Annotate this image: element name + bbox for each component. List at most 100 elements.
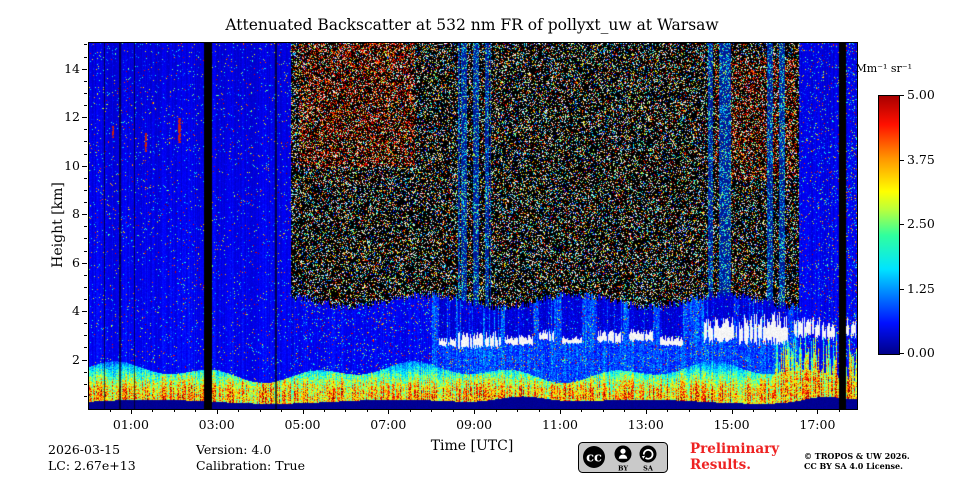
x-minor-tick (753, 409, 754, 412)
x-tick-label: 13:00 (627, 417, 664, 432)
y-minor-tick (84, 153, 87, 155)
y-minor-tick (84, 238, 87, 240)
y-tick-label: 6 (72, 254, 80, 270)
y-minor-tick (84, 335, 87, 337)
x-tick (560, 409, 561, 414)
x-tick (388, 409, 390, 414)
y-minor-tick (84, 56, 87, 58)
copyright-line2: CC BY SA 4.0 License. (804, 461, 903, 471)
x-tick (302, 409, 304, 414)
x-minor-tick (688, 409, 690, 412)
x-tick-label: 01:00 (112, 417, 149, 432)
x-tick (645, 409, 647, 414)
cc-sa-label: SA (643, 465, 654, 473)
colorbar-tick (900, 353, 904, 354)
y-minor-tick (84, 298, 87, 300)
y-minor-tick (84, 383, 87, 385)
x-minor-tick (495, 409, 497, 412)
y-minor-tick (84, 226, 87, 228)
version-label: Version: 4.0 (196, 442, 272, 457)
heatmap-canvas (89, 43, 857, 409)
x-minor-tick (431, 409, 433, 412)
y-tick (82, 117, 87, 119)
y-minor-tick (84, 80, 87, 82)
x-minor-tick (624, 409, 626, 412)
y-tick (82, 262, 87, 264)
x-tick-label: 09:00 (456, 417, 493, 432)
x-minor-tick (238, 409, 240, 412)
x-minor-tick (259, 409, 261, 412)
cc-badge-icon: cc BY SA (578, 442, 668, 473)
colorbar-tick (900, 95, 904, 96)
x-minor-tick (538, 409, 540, 412)
cc-sa-arrow-icon (639, 445, 657, 463)
colorbar-tick-label: 3.75 (907, 151, 935, 167)
preliminary-line2: Results. (690, 456, 751, 473)
copyright-note: © TROPOS & UW 2026. CC BY SA 4.0 License… (804, 451, 910, 471)
colorbar (878, 95, 900, 355)
x-tick (216, 409, 218, 414)
colorbar-tick-label: 1.25 (907, 280, 935, 296)
x-minor-tick (409, 409, 411, 412)
calibration-label: Calibration: True (196, 458, 305, 473)
y-minor-tick (84, 44, 87, 46)
y-minor-tick (84, 323, 87, 325)
y-tick-label: 10 (64, 157, 80, 173)
y-tick (82, 311, 87, 312)
y-minor-tick (84, 105, 87, 106)
x-minor-tick (152, 409, 154, 412)
preliminary-line1: Preliminary (690, 441, 780, 457)
x-minor-tick (195, 409, 197, 412)
cc-by-sa-license-badge: cc BY SA (578, 442, 668, 477)
y-minor-tick (84, 202, 87, 203)
y-tick-label: 2 (72, 351, 80, 367)
x-tick (817, 409, 819, 414)
y-minor-tick (84, 371, 87, 373)
colorbar-unit-label: Mm⁻¹ sr⁻¹ (855, 62, 912, 75)
y-minor-tick (84, 92, 87, 94)
y-minor-tick (84, 286, 87, 288)
plot-title: Attenuated Backscatter at 532 nm FR of p… (225, 16, 719, 34)
x-tick-label: 07:00 (370, 417, 407, 432)
colorbar-tick (900, 288, 904, 290)
y-tick-label: 12 (64, 109, 80, 125)
y-minor-tick (84, 347, 87, 349)
y-tick-label: 8 (72, 206, 80, 222)
cc-logo-text: cc (586, 451, 602, 466)
x-minor-tick (581, 409, 583, 412)
cc-by-label: BY (618, 465, 628, 473)
y-tick (82, 68, 87, 70)
x-tick-label: 15:00 (713, 417, 750, 432)
y-tick (82, 165, 87, 167)
x-minor-tick (366, 409, 368, 412)
y-minor-tick (84, 395, 87, 397)
preliminary-results-note: Preliminary Results. (690, 441, 780, 473)
x-minor-tick (667, 409, 669, 412)
y-tick (82, 214, 87, 216)
x-minor-tick (345, 409, 347, 412)
colorbar-tick-label: 5.00 (907, 87, 935, 102)
colorbar-tick (900, 159, 904, 161)
colorbar-tick-label: 2.50 (907, 216, 935, 231)
y-tick-label: 14 (64, 60, 80, 76)
y-minor-tick (84, 177, 87, 179)
x-minor-tick (838, 409, 840, 412)
x-minor-tick (795, 409, 797, 412)
x-minor-tick (774, 409, 776, 412)
x-tick-label: 05:00 (284, 417, 321, 432)
copyright-line1: © TROPOS & UW 2026. (804, 451, 910, 461)
lidar-constant-label: LC: 2.67e+13 (48, 458, 136, 473)
x-minor-tick (173, 409, 175, 412)
colorbar-tick (900, 224, 904, 225)
y-minor-tick (84, 250, 87, 252)
y-minor-tick (84, 141, 87, 143)
x-minor-tick (109, 409, 111, 412)
cc-by-person-icon (614, 445, 632, 463)
y-tick (82, 359, 87, 361)
plot-area (88, 42, 858, 410)
x-axis-label: Time [UTC] (430, 438, 514, 454)
x-tick-label: 11:00 (541, 417, 579, 432)
y-minor-tick (84, 129, 87, 131)
x-tick (130, 409, 132, 414)
